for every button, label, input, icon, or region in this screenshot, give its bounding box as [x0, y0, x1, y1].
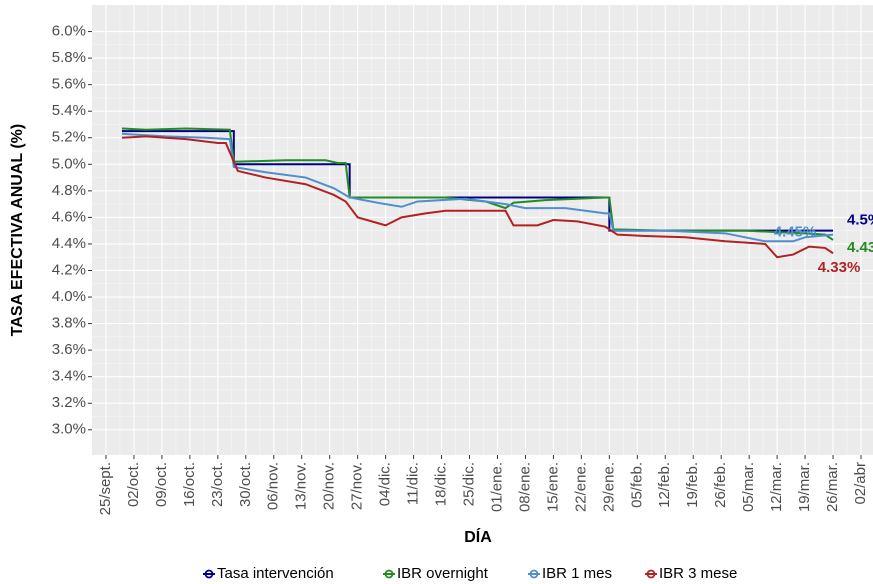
- x-tick-label: 06/nov.: [265, 462, 282, 510]
- y-tick-label: 5.8%: [52, 49, 86, 66]
- x-tick-label: 25/sept.: [97, 462, 114, 515]
- x-tick-label: 05/feb.: [628, 462, 645, 508]
- legend-text: IBR 1 mes: [542, 565, 612, 582]
- end-label: 4.45%: [774, 224, 817, 241]
- x-tick-label: 16/oct.: [181, 462, 198, 507]
- y-tick-label: 4.6%: [52, 208, 86, 225]
- x-tick-label: 05/mar.: [740, 462, 757, 512]
- y-tick-label: 4.2%: [52, 261, 86, 278]
- x-tick-label: 26/mar.: [824, 462, 841, 512]
- y-tick-label: 3.4%: [52, 368, 86, 385]
- x-tick-label: 18/dic.: [433, 462, 450, 506]
- y-tick-label: 6.0%: [52, 23, 86, 40]
- legend-text: IBR 3 mese: [659, 565, 737, 582]
- y-tick-label: 4.8%: [52, 182, 86, 199]
- y-tick-label: 3.2%: [52, 394, 86, 411]
- x-tick-label: 12/mar.: [768, 462, 785, 512]
- end-label: 4.33%: [818, 259, 861, 276]
- y-tick-label: 5.2%: [52, 129, 86, 146]
- x-tick-label: 08/ene.: [516, 462, 533, 512]
- x-tick-label: 23/oct.: [209, 462, 226, 507]
- x-tick-label: 01/ene.: [488, 462, 505, 512]
- x-tick-label: 11/dic.: [405, 462, 422, 505]
- x-tick-label: 09/oct.: [153, 462, 170, 507]
- y-tick-label: 5.6%: [52, 76, 86, 93]
- x-tick-label: 13/nov.: [293, 462, 310, 510]
- x-tick-label: 27/nov.: [349, 462, 366, 510]
- x-tick-label: 02/abr: [852, 462, 869, 505]
- x-tick-label: 04/dic.: [377, 462, 394, 506]
- series-line: [121, 135, 834, 259]
- legend-marker: [529, 569, 539, 579]
- y-tick-label: 5.0%: [52, 155, 86, 172]
- x-tick-label: 19/feb.: [684, 462, 701, 508]
- x-axis-title: DÍA: [464, 527, 492, 546]
- legend-marker: [646, 569, 656, 579]
- x-tick-label: 20/nov.: [321, 462, 338, 510]
- x-tick-label: 22/ene.: [572, 462, 589, 512]
- legend-marker: [384, 569, 394, 579]
- legend-marker: [204, 569, 214, 579]
- end-label: 4.43%: [847, 239, 873, 256]
- x-tick-label: 29/ene.: [600, 462, 617, 512]
- series-line: [121, 130, 834, 232]
- x-tick-label: 02/oct.: [125, 462, 142, 507]
- x-tick-label: 15/ene.: [544, 462, 561, 512]
- y-tick-label: 4.0%: [52, 288, 86, 305]
- y-tick-label: 3.6%: [52, 341, 86, 358]
- legend-text: Tasa intervención: [217, 565, 334, 582]
- x-tick-label: 26/feb.: [712, 462, 729, 508]
- legend-text: IBR overnight: [397, 565, 489, 582]
- x-tick-label: 19/mar.: [796, 462, 813, 512]
- y-axis-title: TASA EFECTIVA ANUAL (%): [9, 124, 26, 336]
- y-tick-label: 3.0%: [52, 421, 86, 438]
- x-tick-label: 12/feb.: [656, 462, 673, 508]
- end-label: 4.5%: [847, 212, 873, 229]
- x-tick-label: 25/dic.: [460, 462, 477, 506]
- series-line: [121, 132, 834, 243]
- y-tick-label: 5.4%: [52, 102, 86, 119]
- x-tick-label: 30/oct.: [237, 462, 254, 507]
- y-tick-label: 3.8%: [52, 315, 86, 332]
- y-tick-label: 4.4%: [52, 235, 86, 252]
